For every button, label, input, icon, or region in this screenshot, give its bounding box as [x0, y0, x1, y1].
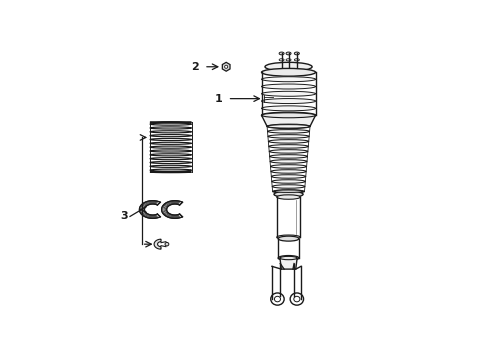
Ellipse shape: [270, 155, 307, 158]
Ellipse shape: [272, 180, 305, 183]
Text: 2: 2: [191, 62, 198, 72]
Ellipse shape: [150, 122, 192, 123]
Ellipse shape: [277, 195, 300, 199]
Ellipse shape: [150, 127, 192, 129]
Ellipse shape: [268, 135, 309, 138]
Ellipse shape: [150, 123, 192, 125]
Ellipse shape: [262, 99, 316, 104]
Ellipse shape: [150, 161, 192, 163]
Text: 1: 1: [214, 94, 222, 104]
Ellipse shape: [271, 170, 306, 173]
Ellipse shape: [150, 154, 192, 156]
Ellipse shape: [274, 296, 280, 302]
Ellipse shape: [280, 256, 297, 260]
Ellipse shape: [294, 52, 299, 55]
Ellipse shape: [268, 130, 310, 133]
Ellipse shape: [269, 150, 308, 153]
Ellipse shape: [262, 77, 316, 82]
Polygon shape: [222, 62, 230, 71]
Ellipse shape: [274, 190, 303, 193]
Ellipse shape: [265, 62, 312, 71]
Ellipse shape: [269, 145, 308, 148]
Ellipse shape: [150, 146, 192, 148]
Ellipse shape: [150, 169, 192, 171]
Ellipse shape: [270, 160, 307, 163]
Ellipse shape: [270, 165, 307, 168]
Ellipse shape: [150, 131, 192, 133]
Ellipse shape: [150, 135, 192, 137]
Ellipse shape: [294, 296, 300, 302]
Ellipse shape: [274, 191, 303, 197]
Ellipse shape: [262, 91, 316, 96]
Polygon shape: [154, 239, 161, 249]
Ellipse shape: [150, 138, 192, 140]
Ellipse shape: [150, 142, 192, 144]
Ellipse shape: [272, 190, 304, 193]
Ellipse shape: [150, 171, 192, 173]
Polygon shape: [262, 115, 316, 126]
Ellipse shape: [279, 52, 284, 55]
Ellipse shape: [150, 158, 192, 160]
Ellipse shape: [224, 65, 228, 68]
Polygon shape: [280, 258, 297, 269]
Ellipse shape: [150, 165, 192, 167]
Text: 3: 3: [120, 211, 128, 221]
Ellipse shape: [267, 124, 310, 129]
Ellipse shape: [262, 113, 316, 118]
Ellipse shape: [269, 140, 309, 143]
Ellipse shape: [286, 52, 291, 55]
Ellipse shape: [262, 112, 316, 118]
Ellipse shape: [278, 256, 299, 261]
Ellipse shape: [262, 84, 316, 89]
Polygon shape: [140, 201, 160, 219]
Ellipse shape: [267, 125, 310, 128]
Ellipse shape: [272, 185, 305, 188]
Ellipse shape: [262, 68, 316, 76]
Ellipse shape: [150, 150, 192, 152]
Ellipse shape: [262, 106, 316, 111]
Ellipse shape: [278, 236, 299, 241]
Polygon shape: [162, 201, 183, 219]
Ellipse shape: [271, 175, 306, 178]
Ellipse shape: [277, 235, 300, 239]
Ellipse shape: [165, 242, 169, 246]
